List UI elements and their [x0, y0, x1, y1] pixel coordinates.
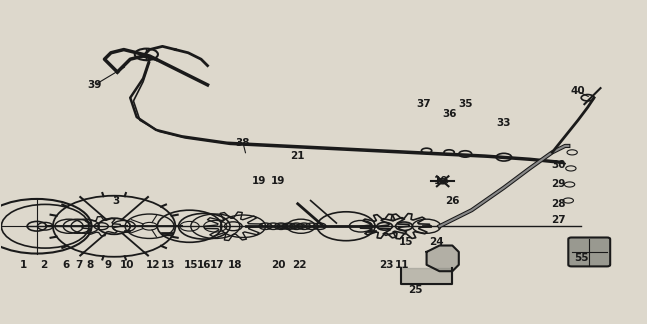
Text: 15: 15 [399, 237, 413, 247]
Text: 22: 22 [292, 260, 306, 270]
Text: 3: 3 [113, 196, 120, 205]
Text: 35: 35 [458, 99, 472, 109]
Text: 33: 33 [497, 119, 511, 128]
Text: 27: 27 [551, 215, 566, 225]
Text: 12: 12 [146, 260, 160, 270]
Text: 38: 38 [236, 138, 250, 148]
Text: 17: 17 [210, 260, 225, 270]
Polygon shape [426, 246, 459, 271]
Text: 30: 30 [551, 160, 566, 170]
Text: 36: 36 [442, 109, 456, 119]
Text: 19: 19 [252, 176, 267, 186]
Text: 1: 1 [20, 260, 28, 270]
Text: 29: 29 [551, 179, 566, 190]
Text: 23: 23 [379, 260, 394, 270]
Text: 24: 24 [430, 237, 444, 247]
Text: 19: 19 [271, 176, 285, 186]
Text: 11: 11 [395, 260, 410, 270]
Text: 21: 21 [291, 151, 305, 161]
Text: 6: 6 [62, 260, 69, 270]
Text: 15: 15 [184, 260, 199, 270]
Text: 20: 20 [271, 260, 286, 270]
Text: 28: 28 [551, 199, 566, 209]
Text: 26: 26 [445, 196, 459, 205]
Text: 16: 16 [197, 260, 212, 270]
Text: 13: 13 [160, 260, 175, 270]
Text: 18: 18 [227, 260, 242, 270]
Text: 55: 55 [574, 253, 588, 263]
FancyBboxPatch shape [568, 237, 610, 266]
Text: 39: 39 [87, 80, 102, 90]
Text: 10: 10 [433, 176, 448, 186]
Text: 37: 37 [416, 99, 431, 109]
Text: 40: 40 [571, 86, 586, 96]
Text: 8: 8 [87, 260, 94, 270]
Polygon shape [400, 268, 452, 284]
Text: 9: 9 [104, 260, 111, 270]
Text: 7: 7 [75, 260, 82, 270]
Text: 10: 10 [120, 260, 135, 270]
Text: 25: 25 [408, 285, 423, 295]
Text: 2: 2 [39, 260, 47, 270]
